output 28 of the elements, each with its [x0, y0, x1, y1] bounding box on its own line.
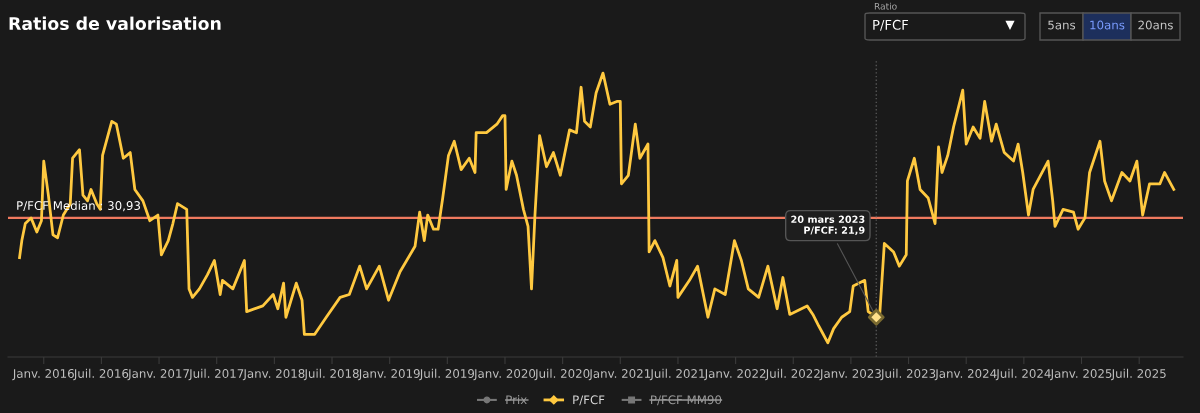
x-tick-label: Juil. 2025 [1111, 368, 1166, 381]
x-tick-label: Janv. 2023 [819, 369, 881, 381]
chart-title: Ratios de valorisation [9, 16, 221, 31]
x-tick-label: Janv. 2018 [242, 369, 305, 381]
x-tick-label: Janv. 2021 [588, 369, 651, 381]
x-tick-label: Janv. 2022 [704, 369, 766, 381]
x-tick-label: Janv. 2016 [12, 369, 74, 381]
x-tick-label: Janv. 2024 [934, 369, 997, 381]
annotation: 20 mars 2023 P/FCF: 21,9 [791, 215, 865, 236]
x-tick-label: Janv. 2020 [473, 369, 536, 381]
x-tick-label: Juil. 2016 [73, 368, 129, 381]
x-tick-label: Juil. 2017 [188, 368, 244, 381]
x-tick-label: Janv. 2017 [127, 369, 189, 381]
text: 20ans [1138, 20, 1173, 30]
x-tick-label: Juil. 2018 [303, 368, 359, 381]
x-tick-label: Juil. 2022 [765, 368, 820, 381]
x-tick-label: Juil. 2024 [995, 368, 1051, 381]
text: 5ans [1048, 20, 1076, 30]
text: P/FCF [873, 19, 909, 31]
x-tick-label: Juil. 2019 [419, 368, 475, 381]
text: Ratio [874, 2, 897, 10]
x-tick-label: Juil. 2023 [880, 368, 936, 381]
x-tick-label: Janv. 2025 [1050, 369, 1112, 381]
x-tick-label: Juil. 2021 [649, 368, 705, 381]
text: 10ans [1090, 20, 1125, 30]
x-tick-label: Janv. 2019 [358, 369, 420, 381]
legend-label: P/FCF [573, 395, 605, 406]
x-tick-label: Juil. 2020 [534, 368, 590, 381]
